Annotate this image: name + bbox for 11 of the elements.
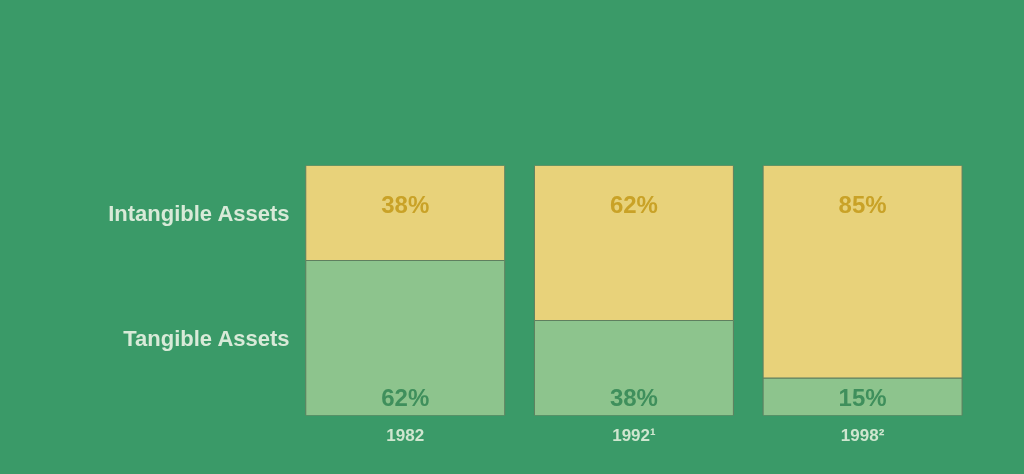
series-label: Intangible Assets: [108, 200, 290, 226]
data-label: 62%: [381, 383, 430, 411]
x-tick-label: 1982: [386, 425, 425, 445]
series-label: Tangible Assets: [123, 325, 290, 351]
data-label: 62%: [609, 190, 658, 218]
data-label: 15%: [838, 383, 887, 411]
data-label: 38%: [381, 190, 430, 218]
data-label: 38%: [609, 383, 658, 411]
x-tick-label: 1992¹: [612, 425, 656, 445]
data-label: 85%: [838, 190, 887, 218]
x-tick-label: 1998²: [840, 425, 885, 445]
